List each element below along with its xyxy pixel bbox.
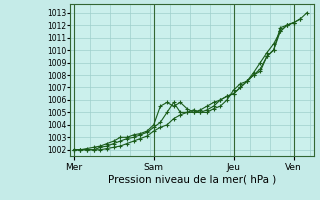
X-axis label: Pression niveau de la mer( hPa ): Pression niveau de la mer( hPa )	[108, 175, 276, 185]
